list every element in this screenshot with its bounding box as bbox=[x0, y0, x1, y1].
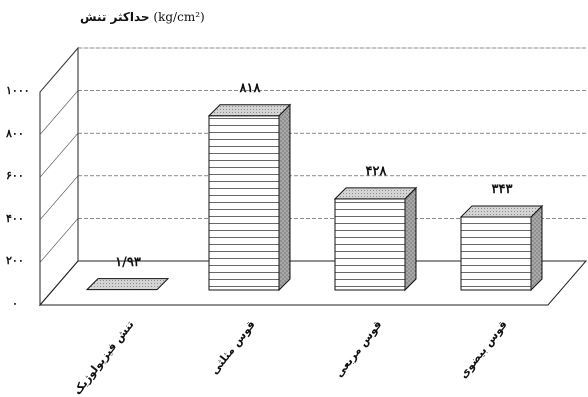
title-text: حداکثر تنش bbox=[80, 10, 150, 24]
value-label: ۴۲۸ bbox=[365, 163, 387, 179]
bar-1 bbox=[207, 103, 292, 292]
title-unit: (kg/cm²) bbox=[153, 10, 205, 24]
y-tick-label: ۸۰۰ bbox=[6, 126, 24, 140]
bar-front bbox=[334, 198, 406, 291]
gridline-wall-2 bbox=[39, 175, 79, 220]
y-tick-label: ۶۰۰ bbox=[6, 169, 24, 183]
chart-title: حداکثر تنش (kg/cm²) bbox=[80, 10, 205, 24]
gridline-wall-3 bbox=[39, 133, 79, 178]
bar-top bbox=[333, 187, 418, 200]
bar-side bbox=[404, 186, 417, 292]
value-label: ۸۱۸ bbox=[239, 80, 261, 96]
gridline-wall-5 bbox=[39, 47, 79, 93]
gridline-wall-4 bbox=[39, 90, 79, 135]
bar-top bbox=[207, 104, 292, 117]
gridline-wall-1 bbox=[39, 218, 79, 263]
bars bbox=[85, 103, 544, 292]
bar-side bbox=[530, 204, 543, 292]
bar-front bbox=[460, 216, 532, 291]
value-label: ۱/۹۳ bbox=[115, 254, 141, 270]
y-tick-label: ۱۰۰۰ bbox=[6, 84, 30, 97]
value-label: ۳۴۳ bbox=[491, 181, 513, 197]
bar-top bbox=[459, 205, 544, 218]
bar-2 bbox=[333, 186, 418, 292]
y-tick-label: ۲۰۰ bbox=[6, 254, 24, 268]
bar-3 bbox=[459, 204, 544, 292]
bar-top bbox=[85, 278, 170, 291]
y-tick-label: ۰ bbox=[12, 297, 18, 310]
chart-left-wall bbox=[39, 46, 79, 307]
bar-0 bbox=[85, 278, 170, 291]
bar-side bbox=[278, 103, 291, 292]
gridlines bbox=[39, 47, 586, 263]
y-tick-label: ۴۰۰ bbox=[6, 211, 24, 225]
bar-front bbox=[208, 115, 280, 291]
